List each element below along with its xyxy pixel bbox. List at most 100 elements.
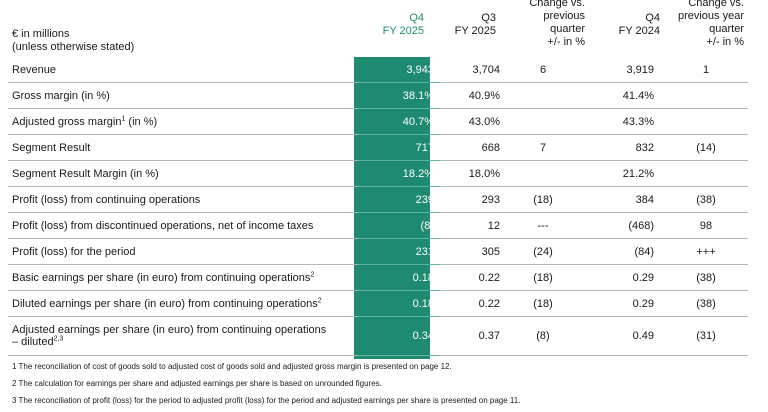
- header-change-year-line1: Change vs.: [688, 0, 744, 9]
- row-label: Profit (loss) from discontinued operatio…: [8, 212, 358, 239]
- cell-q4-2024: (84): [582, 238, 658, 265]
- cell-gap: [658, 134, 664, 161]
- cell-change-year: 98: [664, 212, 748, 239]
- cell-change-year: [664, 82, 748, 109]
- cell-q4-2025: 0.18: [358, 264, 440, 291]
- footnote-1: 1 The reconciliation of cost of goods so…: [12, 362, 452, 371]
- cell-q4-2024: 0.29: [582, 264, 658, 291]
- cell-q4-2025: 717: [358, 134, 440, 161]
- cell-q4-2024: 0.29: [582, 290, 658, 317]
- cell-q4-2024: 21.2%: [582, 160, 658, 187]
- row-label: Basic earnings per share (in euro) from …: [8, 264, 358, 291]
- cell-change-year: (14): [664, 134, 748, 161]
- cell-change-quarter: ---: [504, 212, 582, 239]
- header-label-line2: (unless otherwise stated): [12, 41, 135, 53]
- header-q3-2025-line1: Q3: [481, 12, 496, 24]
- cell-change-quarter: (8): [504, 316, 582, 356]
- cell-change-quarter: (18): [504, 264, 582, 291]
- cell-q4-2024: 0.49: [582, 316, 658, 356]
- cell-change-year: [664, 160, 748, 187]
- footnote-marker: 1: [121, 114, 126, 122]
- cell-change-quarter: [504, 160, 582, 187]
- cell-change-year: [664, 108, 748, 135]
- cell-gap: [658, 316, 664, 356]
- cell-change-year: (31): [664, 316, 748, 356]
- cell-q4-2025: 40.7%: [358, 108, 440, 135]
- row-label-text: Adjusted earnings per share (in euro) fr…: [12, 324, 327, 336]
- cell-q4-2025: 0.34: [358, 316, 440, 356]
- table-row: Adjusted gross margin1 (in %) 40.7% 43.0% 4…: [8, 108, 748, 135]
- row-label-text: Profit (loss) from continuing operations: [12, 193, 201, 206]
- cell-q4-2025: 0.18: [358, 290, 440, 317]
- cell-gap: [658, 82, 664, 109]
- cell-q3-2025: 40.9%: [440, 82, 504, 109]
- cell-q4-2024: 43.3%: [582, 108, 658, 135]
- cell-q4-2024: 41.4%: [582, 82, 658, 109]
- financial-table: Revenue 3,943 3,704 6 3,919 1 Gross margin (in…: [8, 57, 748, 356]
- cell-change-year: (38): [664, 186, 748, 213]
- header-change-year-line2: previous year: [677, 10, 744, 22]
- row-label-text: Basic earnings per share (in euro) from …: [12, 271, 311, 284]
- footnote-2: 2 The calculation for earnings per share…: [12, 379, 382, 388]
- cell-q4-2025: 3,943: [358, 57, 440, 83]
- cell-change-quarter: 7: [504, 134, 582, 161]
- cell-change-quarter: 6: [504, 57, 582, 83]
- cell-q4-2025: 18.2%: [358, 160, 440, 187]
- cell-change-year: (38): [664, 264, 748, 291]
- header-q4-2025: Q4 FY 2025: [360, 12, 424, 38]
- row-label: Revenue: [8, 57, 358, 83]
- header-q4-2024-line2: FY 2024: [618, 25, 660, 37]
- header-label: € in millions (unless otherwise stated): [12, 28, 134, 54]
- table-row: Profit (loss) for the period 231 305 (24) (8…: [8, 238, 748, 265]
- row-label: Profit (loss) from continuing operations: [8, 186, 358, 213]
- row-label: Segment Result: [8, 134, 358, 161]
- cell-q3-2025: 0.22: [440, 290, 504, 317]
- header-change-year-line4: +/- in %: [706, 36, 744, 48]
- cell-change-year: 1: [664, 57, 748, 83]
- cell-q4-2024: 832: [582, 134, 658, 161]
- row-label: Gross margin (in %): [8, 82, 358, 109]
- row-label: Profit (loss) for the period: [8, 238, 358, 265]
- cell-change-quarter: (18): [504, 186, 582, 213]
- cell-q3-2025: 3,704: [440, 57, 504, 83]
- row-label-text: Segment Result Margin (in %): [12, 167, 159, 180]
- cell-gap: [658, 160, 664, 187]
- cell-q3-2025: 43.0%: [440, 108, 504, 135]
- cell-q3-2025: 0.22: [440, 264, 504, 291]
- cell-q4-2024: (468): [582, 212, 658, 239]
- cell-gap: [658, 108, 664, 135]
- cell-q3-2025: 18.0%: [440, 160, 504, 187]
- cell-change-year: (38): [664, 290, 748, 317]
- row-label: Diluted earnings per share (in euro) fro…: [8, 290, 358, 317]
- cell-gap: [658, 238, 664, 265]
- cell-q4-2025: 38.1%: [358, 82, 440, 109]
- row-label-text: Revenue: [12, 63, 57, 76]
- row-label-text: Segment Result: [12, 141, 91, 154]
- header-q4-2025-line2: FY 2025: [382, 25, 424, 37]
- header-change-quarter-line2: previous: [543, 10, 585, 22]
- cell-q4-2024: 3,919: [582, 57, 658, 83]
- header-q4-2025-line1: Q4: [409, 12, 424, 24]
- footnote-marker: 2: [317, 296, 322, 304]
- cell-q4-2025: (8): [358, 212, 440, 239]
- cell-change-year: +++: [664, 238, 748, 265]
- table-row: Diluted earnings per share (in euro) fro…: [8, 290, 748, 317]
- cell-q3-2025: 12: [440, 212, 504, 239]
- table-row: Adjusted earnings per share (in euro) fr…: [8, 316, 748, 356]
- cell-gap: [658, 264, 664, 291]
- header-change-quarter: Change vs. previous quarter +/- in %: [505, 0, 585, 49]
- row-label-text: Gross margin (in %): [12, 89, 110, 102]
- cell-change-quarter: (18): [504, 290, 582, 317]
- header-change-year-line3: quarter: [709, 23, 744, 35]
- cell-gap: [658, 212, 664, 239]
- row-label: Adjusted earnings per share (in euro) fr…: [8, 316, 358, 356]
- cell-gap: [658, 186, 664, 213]
- cell-q3-2025: 305: [440, 238, 504, 265]
- row-label-suffix: (in %): [125, 115, 158, 128]
- header-change-quarter-line4: +/- in %: [547, 36, 585, 48]
- cell-q4-2025: 231: [358, 238, 440, 265]
- cell-gap: [658, 57, 664, 83]
- table-row: Profit (loss) from discontinued operatio…: [8, 212, 748, 239]
- header-change-year: Change vs. previous year quarter +/- in …: [664, 0, 744, 49]
- row-label-text: Profit (loss) for the period: [12, 245, 136, 258]
